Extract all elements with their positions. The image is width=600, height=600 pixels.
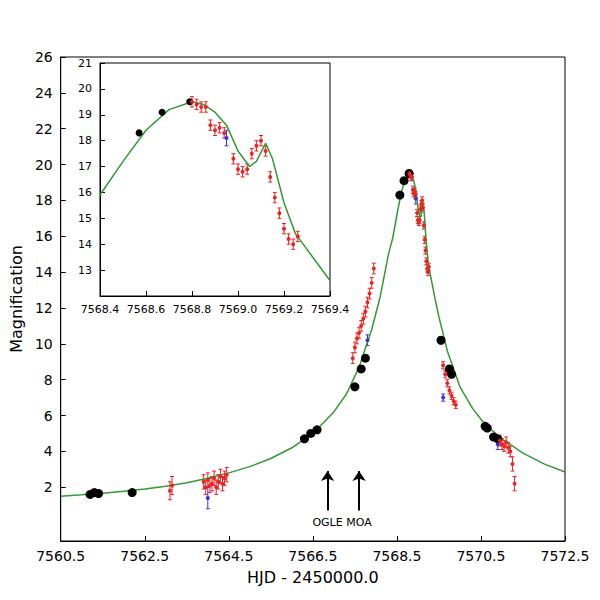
svg-text:16: 16 <box>35 228 53 244</box>
svg-text:2: 2 <box>44 479 53 495</box>
svg-text:7568.8: 7568.8 <box>173 303 212 316</box>
svg-text:7564.5: 7564.5 <box>204 548 253 564</box>
svg-text:8: 8 <box>44 372 53 388</box>
svg-text:HJD - 2450000.0: HJD - 2450000.0 <box>247 568 379 587</box>
svg-text:15: 15 <box>78 212 92 225</box>
svg-text:16: 16 <box>78 186 92 199</box>
svg-text:18: 18 <box>78 134 92 147</box>
svg-text:12: 12 <box>35 300 53 316</box>
svg-text:7560.5: 7560.5 <box>36 548 85 564</box>
svg-text:19: 19 <box>78 108 92 121</box>
svg-text:14: 14 <box>35 264 53 280</box>
svg-text:24: 24 <box>35 85 53 101</box>
svg-text:7568.5: 7568.5 <box>372 548 421 564</box>
svg-text:7569.0: 7569.0 <box>219 303 258 316</box>
svg-text:7569.4: 7569.4 <box>311 303 350 316</box>
svg-text:4: 4 <box>44 443 53 459</box>
svg-text:17: 17 <box>78 160 92 173</box>
svg-text:21: 21 <box>78 57 92 70</box>
svg-text:18: 18 <box>35 192 53 208</box>
svg-text:Magnification: Magnification <box>7 245 26 353</box>
svg-text:20: 20 <box>78 82 92 95</box>
svg-text:OGLE: OGLE <box>312 516 342 529</box>
svg-text:7570.5: 7570.5 <box>456 548 505 564</box>
svg-text:7568.6: 7568.6 <box>127 303 166 316</box>
svg-text:10: 10 <box>35 336 53 352</box>
svg-text:7562.5: 7562.5 <box>120 548 169 564</box>
svg-text:MOA: MOA <box>346 516 372 529</box>
svg-text:6: 6 <box>44 408 53 424</box>
svg-text:7568.4: 7568.4 <box>81 303 120 316</box>
svg-text:22: 22 <box>35 121 53 137</box>
svg-text:20: 20 <box>35 157 53 173</box>
svg-text:7569.2: 7569.2 <box>265 303 304 316</box>
svg-text:13: 13 <box>78 264 92 277</box>
svg-text:14: 14 <box>78 238 92 251</box>
svg-text:7566.5: 7566.5 <box>288 548 337 564</box>
svg-text:26: 26 <box>35 49 53 65</box>
svg-text:7572.5: 7572.5 <box>541 548 590 564</box>
